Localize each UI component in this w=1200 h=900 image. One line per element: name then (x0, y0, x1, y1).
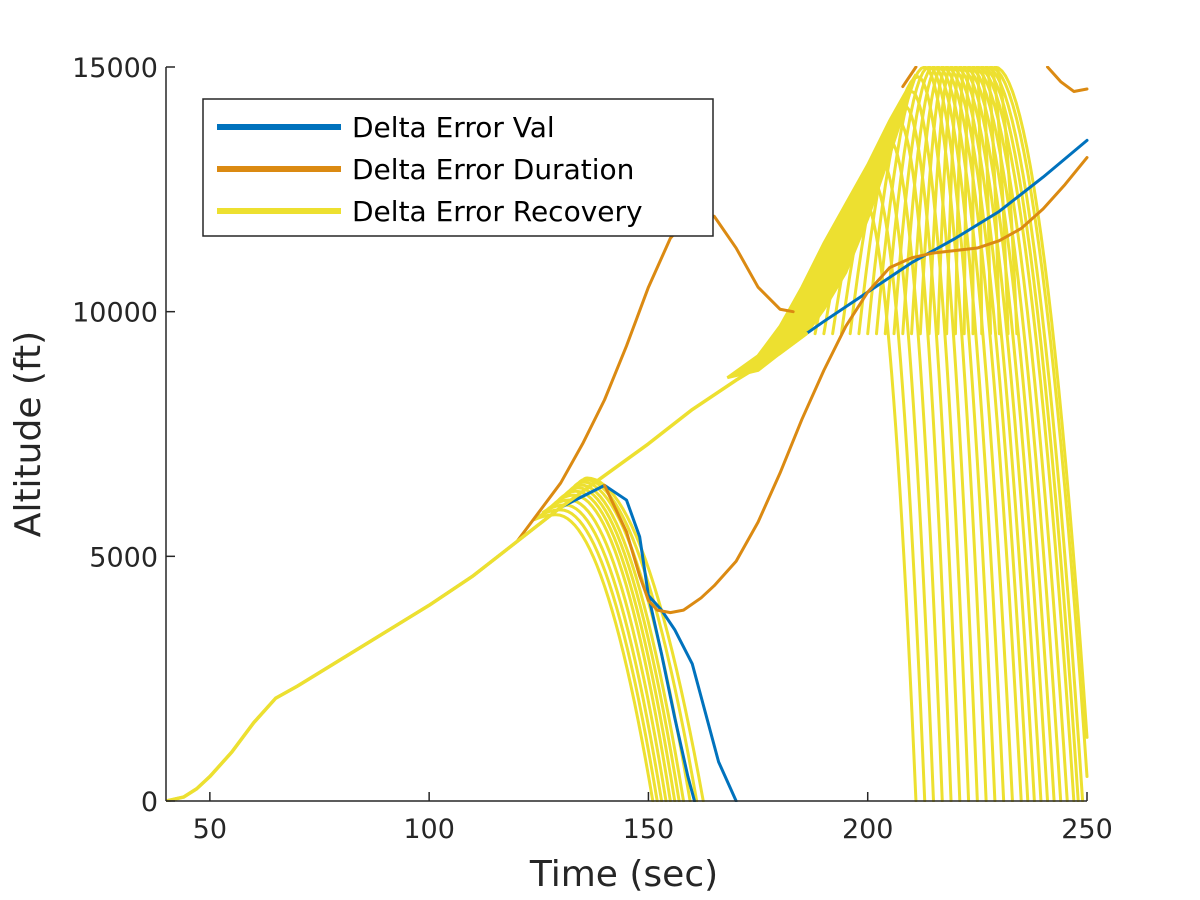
recovery-curve-high-20 (975, 66, 1076, 802)
x-tick-label: 150 (623, 814, 675, 845)
val-line-2 (804, 138, 1089, 336)
x-tick-label: 100 (403, 814, 455, 845)
recovery-main-line (166, 331, 809, 802)
y-tick-label: 10000 (72, 298, 158, 329)
recovery-curve-high-22 (984, 66, 1085, 802)
duration-line-5 (901, 66, 918, 89)
recovery-curve-high-24 (993, 66, 1089, 739)
duration-line-6 (1046, 66, 1089, 93)
recovery-curve-low-10 (576, 476, 705, 802)
y-tick-label: 15000 (72, 53, 158, 84)
y-tick-label: 0 (141, 787, 158, 818)
recovery-curve-high-19 (971, 66, 1069, 802)
duration-line-3 (515, 212, 795, 544)
recovery-curve-high-8 (874, 66, 988, 802)
recovery-curve-high-13 (918, 66, 1030, 802)
recovery-curve-high-9 (883, 66, 997, 802)
legend: Delta Error Val Delta Error Duration Del… (202, 98, 714, 237)
recovery-curve-low-1 (537, 508, 659, 802)
duration-line-4 (603, 156, 1089, 615)
x-tick-label: 200 (842, 814, 894, 845)
recovery-curve-high-15 (936, 66, 1043, 802)
recovery-curve-high-14 (927, 66, 1036, 802)
y-tick-label: 5000 (89, 542, 158, 573)
recovery-curve-low-2 (541, 503, 664, 802)
val-line-1 (646, 593, 696, 802)
recovery-curve-high-23 (989, 66, 1089, 779)
x-tick-label: 50 (193, 814, 227, 845)
ticks-layer: 50 100 150 200 250 0 5000 10000 15000 (72, 53, 1113, 845)
legend-label-val: Delta Error Val (352, 111, 555, 144)
series-lines-layer (166, 66, 1089, 802)
y-axis-title: Altitude (ft) (8, 331, 49, 537)
legend-label-recovery: Delta Error Recovery (352, 195, 643, 228)
x-axis-title: Time (sec) (529, 854, 718, 895)
x-tick-label: 250 (1061, 814, 1113, 845)
recovery-curve-low-0 (532, 513, 655, 802)
axes (165, 67, 1087, 802)
legend-label-duration: Delta Error Duration (352, 153, 634, 186)
